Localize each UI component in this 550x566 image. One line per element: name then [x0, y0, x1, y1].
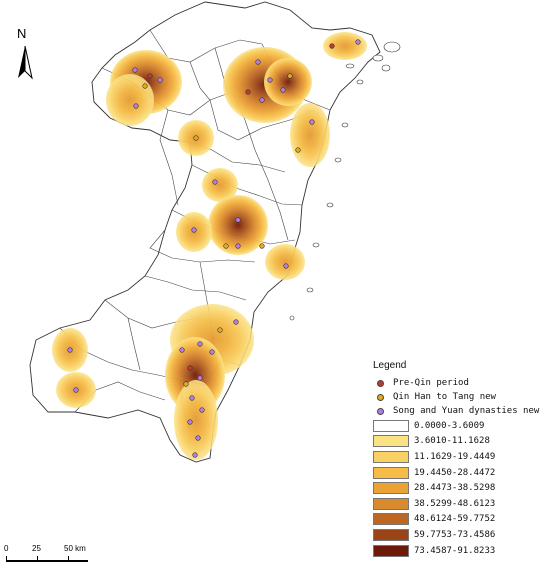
legend-swatch	[373, 482, 409, 495]
scale-bar: 0 25 50 km	[4, 544, 96, 562]
legend-class-label: 28.4473-38.5298	[414, 483, 496, 494]
legend-class-3: 11.1629-19.4449	[373, 449, 548, 465]
legend-class-2: 3.6010-11.1628	[373, 434, 548, 450]
legend: Legend Pre-Qin period Qin Han to Tang ne…	[373, 360, 548, 558]
scale-label-25: 25	[32, 544, 41, 553]
legend-class-label: 11.1629-19.4449	[414, 451, 496, 462]
legend-point-song-yuan: Song and Yuan dynasties new	[373, 404, 548, 418]
legend-swatch	[373, 419, 409, 432]
legend-title: Legend	[373, 360, 407, 371]
legend-class-label: 19.4450-28.4472	[414, 467, 496, 478]
legend-point-label: Song and Yuan dynasties new	[393, 406, 540, 416]
legend-point-qin-han-tang: Qin Han to Tang new	[373, 390, 548, 404]
legend-swatch	[373, 497, 409, 510]
legend-class-label: 0.0000-3.6009	[414, 420, 485, 431]
legend-swatch	[373, 450, 409, 463]
legend-class-label: 59.7753-73.4586	[414, 529, 496, 540]
red-dot-icon	[377, 379, 384, 387]
scale-label-0: 0	[4, 544, 9, 553]
north-label: N	[17, 26, 27, 41]
density-hotspots	[52, 32, 367, 460]
legend-point-label: Qin Han to Tang new	[393, 392, 496, 402]
scale-tick	[6, 556, 7, 562]
legend-class-label: 73.4587-91.8233	[414, 545, 496, 556]
legend-class-label: 48.6124-59.7752	[414, 514, 496, 525]
scale-tick	[68, 556, 69, 562]
islands	[289, 41, 401, 321]
legend-point-pre-qin: Pre-Qin period	[373, 376, 548, 390]
legend-class-5: 28.4473-38.5298	[373, 480, 548, 496]
scale-tick	[37, 556, 38, 562]
legend-swatch	[373, 466, 409, 479]
legend-class-4: 19.4450-28.4472	[373, 465, 548, 481]
legend-swatch	[373, 528, 409, 541]
legend-swatch	[373, 513, 409, 526]
purple-dot-icon	[377, 407, 384, 415]
legend-class-6: 38.5299-48.6123	[373, 496, 548, 512]
orange-dot-icon	[377, 393, 384, 401]
scale-bar-line	[6, 560, 88, 562]
site-points	[67, 39, 361, 458]
north-arrow-icon	[18, 45, 33, 80]
legend-class-8: 59.7753-73.4586	[373, 527, 548, 543]
legend-class-9: 73.4587-91.8233	[373, 543, 548, 559]
legend-class-label: 3.6010-11.1628	[414, 436, 490, 447]
legend-point-label: Pre-Qin period	[393, 378, 469, 388]
legend-swatch	[373, 544, 409, 557]
legend-swatch	[373, 435, 409, 448]
legend-class-label: 38.5299-48.6123	[414, 498, 496, 509]
scale-label-50: 50 km	[64, 544, 86, 553]
legend-class-7: 48.6124-59.7752	[373, 512, 548, 528]
legend-class-1: 0.0000-3.6009	[373, 418, 548, 434]
